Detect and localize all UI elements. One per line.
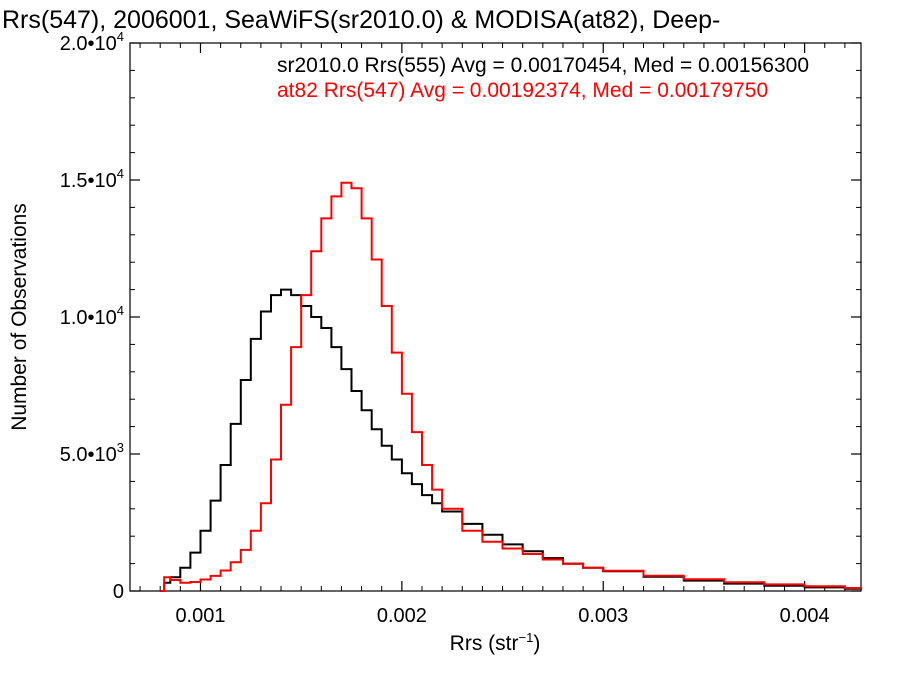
x-tick-label: 0.004 (780, 605, 830, 627)
y-tick-label-base: 1.0•10 (60, 307, 117, 329)
series-line-at82 (160, 181, 862, 592)
y-tick-label-exponent: 4 (117, 303, 124, 318)
x-tick-label: 0.002 (377, 605, 427, 627)
y-tick-label: 1.0•104 (60, 303, 124, 329)
y-tick-label-base: 2.0•10 (60, 33, 117, 55)
series-lines (160, 181, 862, 592)
y-tick-label-base: 5.0•10 (60, 444, 117, 466)
y-tick-label: 0 (113, 581, 124, 603)
y-tick-label-exponent: 3 (117, 440, 124, 455)
y-tick-label-exponent: 4 (117, 166, 124, 181)
y-tick-label-base: 1.5•10 (60, 170, 117, 192)
x-axis-label-close: ) (533, 632, 540, 655)
x-tick-label: 0.003 (578, 605, 628, 627)
x-axis-label-main: Rrs (str (450, 632, 519, 655)
legend-entry-sr2010: sr2010.0 Rrs(555) Avg = 0.00170454, Med … (277, 54, 809, 77)
y-axis-label: Number of Observations (8, 203, 31, 431)
y-tick-label: 1.5•104 (60, 166, 124, 192)
series-line-sr2010 (160, 288, 862, 592)
x-axis-label: Rrs (str−1) (450, 630, 541, 655)
x-axis-label-exponent: −1 (519, 630, 534, 645)
y-tick-label: 5.0•103 (60, 440, 124, 466)
x-axis-ticks: 0.001 0.002 0.003 0.004 (139, 43, 846, 627)
legend-entry-at82: at82 Rrs(547) Avg = 0.00192374, Med = 0.… (277, 79, 768, 102)
y-tick-label: 2.0•104 (60, 29, 124, 55)
x-tick-label: 0.001 (175, 605, 225, 627)
y-tick-label-base: 0 (113, 581, 124, 603)
plot-frame (129, 42, 862, 592)
y-tick-label-exponent: 4 (117, 29, 124, 44)
chart-title: Rrs(547), 2006001, SeaWiFS(sr2010.0) & M… (2, 6, 720, 34)
